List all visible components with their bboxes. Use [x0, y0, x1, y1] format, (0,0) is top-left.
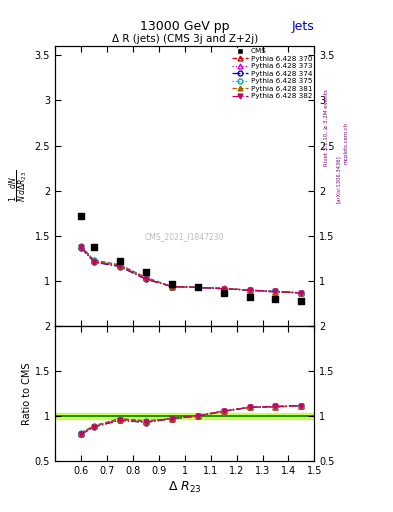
- Pythia 6.428 381: [143, 275, 148, 282]
- Pythia 6.428 375: [79, 243, 83, 249]
- Pythia 6.428 373: [79, 244, 83, 250]
- Text: mcplots.cern.ch: mcplots.cern.ch: [344, 122, 349, 164]
- Pythia 6.428 374: [247, 287, 252, 293]
- Pythia 6.428 381: [169, 284, 174, 290]
- Pythia 6.428 370: [273, 289, 278, 295]
- Pythia 6.428 381: [92, 258, 96, 264]
- Pythia 6.428 382: [169, 284, 174, 290]
- Text: Rivet 3.1.10, ≥ 3.2M events: Rivet 3.1.10, ≥ 3.2M events: [324, 90, 329, 166]
- Pythia 6.428 375: [221, 286, 226, 292]
- Line: Pythia 6.428 370: Pythia 6.428 370: [79, 243, 304, 295]
- Text: Jets: Jets: [292, 20, 314, 33]
- Pythia 6.428 370: [92, 257, 96, 263]
- Pythia 6.428 370: [195, 284, 200, 290]
- Pythia 6.428 374: [221, 286, 226, 292]
- Pythia 6.428 370: [221, 285, 226, 291]
- Pythia 6.428 373: [273, 289, 278, 295]
- Pythia 6.428 374: [195, 284, 200, 290]
- Line: Pythia 6.428 382: Pythia 6.428 382: [79, 245, 304, 295]
- Line: Pythia 6.428 375: Pythia 6.428 375: [79, 243, 304, 295]
- Pythia 6.428 381: [195, 284, 200, 290]
- Pythia 6.428 373: [92, 258, 96, 264]
- Pythia 6.428 373: [247, 287, 252, 293]
- Pythia 6.428 382: [118, 263, 122, 269]
- Pythia 6.428 382: [79, 244, 83, 250]
- CMS: [272, 295, 279, 303]
- CMS: [117, 257, 123, 265]
- Text: CMS_2021_I1847230: CMS_2021_I1847230: [145, 232, 224, 241]
- Pythia 6.428 382: [195, 284, 200, 290]
- Pythia 6.428 382: [92, 259, 96, 265]
- Pythia 6.428 370: [299, 290, 304, 296]
- CMS: [220, 289, 227, 297]
- CMS: [143, 268, 149, 276]
- Pythia 6.428 382: [221, 286, 226, 292]
- Pythia 6.428 373: [299, 290, 304, 296]
- Pythia 6.428 374: [118, 264, 122, 270]
- Pythia 6.428 374: [169, 284, 174, 290]
- Pythia 6.428 381: [221, 285, 226, 291]
- Line: Pythia 6.428 374: Pythia 6.428 374: [79, 245, 304, 295]
- Pythia 6.428 382: [273, 288, 278, 294]
- Pythia 6.428 374: [299, 290, 304, 296]
- Pythia 6.428 381: [273, 289, 278, 295]
- Pythia 6.428 370: [118, 262, 122, 268]
- Y-axis label: Ratio to CMS: Ratio to CMS: [22, 362, 32, 425]
- CMS: [78, 212, 84, 220]
- Pythia 6.428 382: [247, 287, 252, 293]
- Pythia 6.428 370: [143, 274, 148, 281]
- Pythia 6.428 373: [221, 285, 226, 291]
- Pythia 6.428 373: [195, 284, 200, 290]
- Y-axis label: $\frac{1}{N}\frac{dN}{d\Delta R_{23}}$: $\frac{1}{N}\frac{dN}{d\Delta R_{23}}$: [8, 170, 31, 202]
- Pythia 6.428 373: [169, 284, 174, 290]
- Pythia 6.428 374: [143, 276, 148, 282]
- Pythia 6.428 375: [143, 274, 148, 281]
- Pythia 6.428 375: [273, 288, 278, 294]
- Pythia 6.428 373: [118, 263, 122, 269]
- Pythia 6.428 373: [143, 275, 148, 282]
- Pythia 6.428 374: [92, 259, 96, 265]
- Text: [arXiv:1306.3436]: [arXiv:1306.3436]: [336, 155, 341, 203]
- Line: Pythia 6.428 381: Pythia 6.428 381: [79, 244, 304, 295]
- CMS: [169, 280, 175, 288]
- Pythia 6.428 374: [79, 245, 83, 251]
- Legend: CMS, Pythia 6.428 370, Pythia 6.428 373, Pythia 6.428 374, Pythia 6.428 375, Pyt: CMS, Pythia 6.428 370, Pythia 6.428 373,…: [231, 48, 313, 100]
- CMS: [246, 293, 253, 302]
- Pythia 6.428 370: [169, 284, 174, 290]
- Pythia 6.428 375: [92, 257, 96, 263]
- Pythia 6.428 375: [118, 262, 122, 268]
- Pythia 6.428 370: [79, 243, 83, 249]
- Title: Δ R (jets) (CMS 3j and Z+2j): Δ R (jets) (CMS 3j and Z+2j): [112, 34, 258, 44]
- Pythia 6.428 375: [247, 287, 252, 293]
- Bar: [55, 413, 314, 419]
- Pythia 6.428 381: [79, 244, 83, 250]
- CMS: [298, 297, 305, 305]
- Pythia 6.428 381: [118, 263, 122, 269]
- X-axis label: $\Delta\ R_{23}$: $\Delta\ R_{23}$: [168, 480, 202, 495]
- Pythia 6.428 381: [247, 287, 252, 293]
- CMS: [91, 243, 97, 251]
- Text: 13000 GeV pp: 13000 GeV pp: [140, 20, 230, 33]
- Pythia 6.428 375: [169, 284, 174, 290]
- Pythia 6.428 382: [299, 290, 304, 296]
- Pythia 6.428 370: [247, 287, 252, 293]
- Pythia 6.428 375: [195, 284, 200, 290]
- Pythia 6.428 375: [299, 290, 304, 296]
- Line: Pythia 6.428 373: Pythia 6.428 373: [79, 244, 304, 295]
- Pythia 6.428 374: [273, 288, 278, 294]
- Pythia 6.428 382: [143, 276, 148, 282]
- CMS: [195, 283, 201, 291]
- Pythia 6.428 381: [299, 290, 304, 296]
